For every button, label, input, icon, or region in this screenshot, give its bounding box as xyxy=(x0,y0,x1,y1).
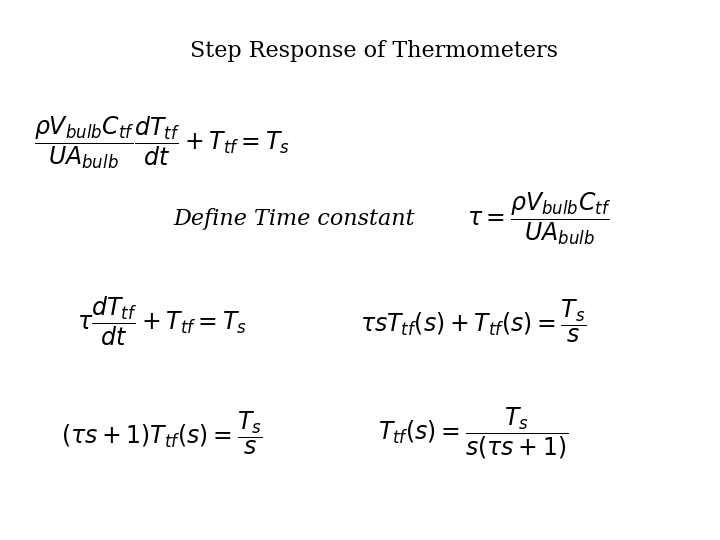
Text: Define Time constant: Define Time constant xyxy=(174,208,415,230)
Text: $\tau \dfrac{dT_{tf}}{dt} + T_{tf} = T_s$: $\tau \dfrac{dT_{tf}}{dt} + T_{tf} = T_s… xyxy=(77,294,247,348)
Text: Step Response of Thermometers: Step Response of Thermometers xyxy=(190,40,558,63)
Text: $\tau s T_{tf}(s) + T_{tf}(s) = \dfrac{T_s}{s}$: $\tau s T_{tf}(s) + T_{tf}(s) = \dfrac{T… xyxy=(360,297,587,345)
Text: $\dfrac{\rho V_{bulb} C_{tf}}{UA_{bulb}} \dfrac{dT_{tf}}{dt} + T_{tf} = T_s$: $\dfrac{\rho V_{bulb} C_{tf}}{UA_{bulb}}… xyxy=(34,114,289,171)
Text: $(\tau s + 1) T_{tf}(s) = \dfrac{T_s}{s}$: $(\tau s + 1) T_{tf}(s) = \dfrac{T_s}{s}… xyxy=(60,409,263,457)
Text: $T_{tf}(s) = \dfrac{T_s}{s(\tau s + 1)}$: $T_{tf}(s) = \dfrac{T_s}{s(\tau s + 1)}$ xyxy=(378,406,568,461)
Text: $\tau = \dfrac{\rho V_{bulb} C_{tf}}{UA_{bulb}}$: $\tau = \dfrac{\rho V_{bulb} C_{tf}}{UA_… xyxy=(467,191,611,247)
